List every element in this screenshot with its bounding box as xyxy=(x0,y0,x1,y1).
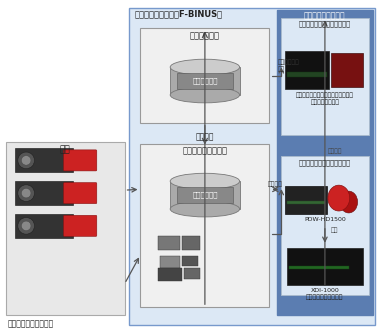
Bar xyxy=(182,256,198,265)
Bar xyxy=(141,144,269,307)
Bar xyxy=(170,67,240,95)
Text: 収録・編集システム: 収録・編集システム xyxy=(182,147,227,156)
Text: PDW-HD1500: PDW-HD1500 xyxy=(304,217,346,222)
Ellipse shape xyxy=(170,173,240,189)
Bar xyxy=(177,187,233,203)
FancyBboxPatch shape xyxy=(63,215,97,236)
Text: 送出サーバー: 送出サーバー xyxy=(192,78,218,84)
Text: 収録素材: 収録素材 xyxy=(268,182,283,187)
Bar xyxy=(177,73,233,89)
Bar xyxy=(277,10,372,27)
Bar xyxy=(158,236,180,250)
Text: 短期保存（一次アーカイブ）: 短期保存（一次アーカイブ） xyxy=(299,160,351,166)
Text: アーカイブシステム: アーカイブシステム xyxy=(304,12,346,21)
FancyBboxPatch shape xyxy=(63,150,97,171)
Bar xyxy=(160,256,180,267)
Bar xyxy=(331,53,362,87)
Bar xyxy=(184,267,200,279)
FancyBboxPatch shape xyxy=(15,181,73,205)
Ellipse shape xyxy=(18,185,35,202)
Text: オンエア済み
素材: オンエア済み 素材 xyxy=(277,59,299,71)
Ellipse shape xyxy=(170,201,240,217)
Text: 取材: 取材 xyxy=(60,146,70,155)
Ellipse shape xyxy=(328,185,350,211)
Ellipse shape xyxy=(22,188,31,198)
Bar xyxy=(170,181,240,209)
Text: 長期保存（永久アーカイブ）: 長期保存（永久アーカイブ） xyxy=(299,21,351,27)
Bar xyxy=(141,28,269,123)
FancyBboxPatch shape xyxy=(63,183,97,204)
Bar xyxy=(281,157,369,295)
Bar xyxy=(281,18,369,135)
Bar xyxy=(285,51,329,89)
Ellipse shape xyxy=(22,221,31,231)
Bar xyxy=(287,248,362,285)
Bar xyxy=(287,201,325,204)
Ellipse shape xyxy=(18,217,35,234)
Bar xyxy=(285,186,327,214)
Ellipse shape xyxy=(340,191,358,213)
Text: 収録サーバー: 収録サーバー xyxy=(192,192,218,198)
Text: 回線センターシステム: 回線センターシステム xyxy=(8,319,54,328)
Bar xyxy=(277,10,372,315)
Ellipse shape xyxy=(170,59,240,75)
Text: オンエア: オンエア xyxy=(195,133,214,142)
Text: XDI-1000
オートコピーシステム: XDI-1000 オートコピーシステム xyxy=(306,288,344,300)
Bar xyxy=(287,72,327,77)
Ellipse shape xyxy=(22,156,31,165)
Text: オプティカルディスク・アーカイブ
オフライン媒管理: オプティカルディスク・アーカイブ オフライン媒管理 xyxy=(296,92,354,105)
Bar xyxy=(129,8,374,325)
Text: 自動書出: 自動書出 xyxy=(328,149,343,154)
FancyBboxPatch shape xyxy=(15,214,73,238)
FancyBboxPatch shape xyxy=(15,149,73,172)
Bar xyxy=(289,265,349,269)
Ellipse shape xyxy=(170,87,240,103)
Bar xyxy=(158,267,182,281)
Text: 報道制作システム【F-BINUS】: 報道制作システム【F-BINUS】 xyxy=(134,10,223,19)
Text: 装備: 装備 xyxy=(331,228,338,233)
Bar xyxy=(182,236,200,250)
Ellipse shape xyxy=(18,152,35,169)
Bar xyxy=(5,142,124,315)
Text: 送出システム: 送出システム xyxy=(190,31,220,40)
